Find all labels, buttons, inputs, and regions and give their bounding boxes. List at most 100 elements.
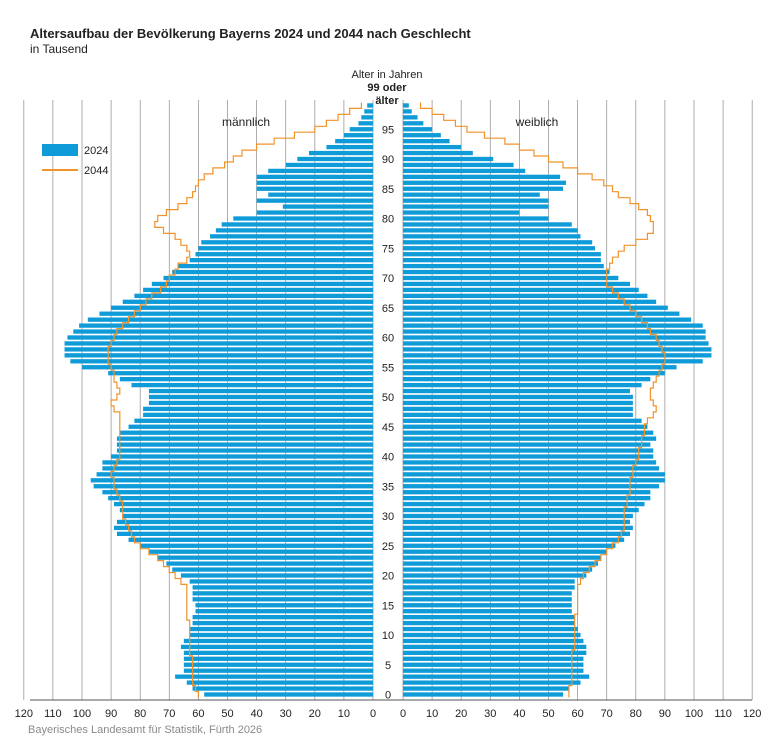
label-weiblich: weiblich	[515, 115, 559, 129]
bar-weiblich-2024	[403, 579, 575, 584]
bar-weiblich-2024	[403, 115, 418, 120]
age-tick-labels: 0 5 10 15 20 25 30 35 40 45 50 55 60 65 70 75 80 85 90 95	[382, 124, 394, 701]
chart-subtitle: in Tausend	[30, 42, 88, 56]
bar-weiblich-2024	[403, 567, 593, 572]
bar-maennlich-2024	[256, 198, 373, 203]
x-tick-label: 100	[73, 708, 91, 720]
bar-weiblich-2024	[403, 353, 712, 358]
x-tick-label: 20	[309, 708, 321, 720]
bar-maennlich-2024	[172, 269, 373, 275]
bar-weiblich-2024	[403, 442, 651, 447]
x-tick-label: 40	[513, 708, 525, 720]
bar-weiblich-2024	[403, 466, 660, 471]
bar-weiblich-2024	[403, 543, 616, 548]
age-tick-label: 10	[382, 630, 394, 642]
bar-weiblich-2024	[403, 234, 581, 239]
bar-weiblich-2024	[403, 412, 633, 417]
bar-maennlich-2024	[308, 150, 373, 156]
bar-maennlich-2024	[70, 359, 374, 364]
bar-weiblich-2024	[403, 609, 572, 614]
bar-maennlich-2024	[256, 186, 373, 191]
bar-maennlich-2024	[116, 519, 374, 525]
bar-weiblich-2024	[403, 281, 630, 287]
chart-title: Altersaufbau der Bevölkerung Bayerns 202…	[30, 26, 471, 41]
bar-maennlich-2024	[282, 204, 373, 209]
bar-maennlich-2024	[189, 258, 373, 263]
x-tick-label: 0	[400, 708, 406, 720]
bar-weiblich-2024	[403, 156, 494, 162]
x-tick-label: 90	[105, 708, 117, 720]
bar-weiblich-2024	[403, 680, 581, 685]
lines-2044	[107, 102, 666, 698]
bar-weiblich-2024	[403, 323, 703, 328]
x-tick-label: 10	[338, 708, 350, 720]
bar-weiblich-2024	[403, 490, 651, 495]
bar-maennlich-2024	[189, 579, 373, 584]
bar-weiblich-2024	[403, 555, 601, 560]
bar-maennlich-2024	[116, 531, 374, 536]
bar-maennlich-2024	[93, 484, 373, 489]
age-tick-label: 60	[382, 333, 394, 345]
x-tick-label: 70	[163, 708, 175, 720]
bar-maennlich-2024	[183, 668, 373, 673]
bar-maennlich-2024	[122, 513, 374, 519]
bar-weiblich-2024	[403, 204, 549, 209]
bar-weiblich-2024	[403, 293, 648, 298]
bar-maennlich-2024	[119, 507, 373, 513]
bar-maennlich-2024	[64, 347, 373, 352]
age-tick-label: 55	[382, 362, 394, 374]
legend: 2024 2044	[42, 144, 108, 177]
bar-weiblich-2024	[403, 168, 526, 174]
bar-maennlich-2024	[201, 240, 373, 245]
bar-weiblich-2024	[403, 597, 572, 602]
bar-maennlich-2024	[215, 228, 373, 233]
x-tick-labels: 120 110 100 90 80 70 60 50 40 30 20 10 0 0 10 20 30 40 50 6…	[15, 708, 762, 720]
legend-label-2024: 2024	[84, 145, 108, 157]
bar-weiblich-2024	[403, 382, 642, 388]
bar-weiblich-2024	[403, 394, 633, 400]
bar-weiblich-2024	[403, 430, 654, 435]
bar-weiblich-2024	[403, 305, 668, 310]
bar-maennlich-2024	[335, 139, 373, 144]
bar-maennlich-2024	[361, 115, 373, 120]
bar-weiblich-2024	[403, 615, 575, 620]
bar-maennlich-2024	[163, 275, 373, 281]
bar-maennlich-2024	[64, 341, 373, 346]
bar-maennlich-2024	[143, 412, 373, 417]
bar-weiblich-2024	[403, 335, 706, 340]
bar-weiblich-2024	[403, 269, 610, 275]
bar-maennlich-2024	[119, 377, 373, 382]
bar-weiblich-2024	[403, 210, 520, 215]
bar-maennlich-2024	[192, 615, 373, 620]
bar-maennlich-2024	[119, 430, 373, 435]
age-tick-label: 50	[382, 392, 394, 404]
bar-weiblich-2024	[403, 418, 642, 423]
bar-maennlich-2024	[175, 674, 373, 679]
age-tick-label: 25	[382, 541, 394, 553]
bar-maennlich-2024	[326, 144, 373, 150]
bar-weiblich-2024	[403, 150, 473, 156]
bar-maennlich-2024	[143, 287, 373, 293]
bar-maennlich-2024	[195, 603, 373, 608]
bar-weiblich-2024	[403, 246, 596, 251]
bar-maennlich-2024	[256, 174, 373, 179]
bar-weiblich-2024	[403, 513, 633, 519]
bar-weiblich-2024	[403, 400, 633, 406]
bar-maennlich-2024	[183, 662, 373, 667]
bar-maennlich-2024	[140, 543, 373, 548]
age-tick-label: 95	[382, 124, 394, 136]
x-tick-label: 70	[601, 708, 613, 720]
bar-maennlich-2024	[256, 210, 373, 215]
x-tick-label: 110	[714, 708, 732, 720]
bar-weiblich-2024	[403, 263, 604, 269]
bar-weiblich-2024	[403, 620, 575, 626]
bar-maennlich-2024	[64, 353, 373, 358]
bar-maennlich-2024	[349, 127, 373, 132]
bar-maennlich-2024	[268, 192, 373, 197]
bar-maennlich-2024	[364, 109, 373, 114]
x-tick-label: 10	[426, 708, 438, 720]
bar-maennlich-2024	[210, 234, 373, 239]
bar-maennlich-2024	[189, 626, 373, 632]
bar-maennlich-2024	[67, 335, 373, 340]
bar-maennlich-2024	[73, 329, 374, 334]
